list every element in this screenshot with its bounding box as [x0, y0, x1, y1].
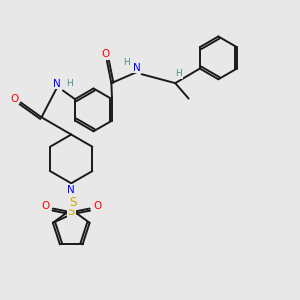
Text: O: O [93, 201, 101, 211]
Text: H: H [176, 69, 182, 78]
Text: S: S [69, 196, 76, 208]
Text: O: O [10, 94, 18, 104]
Text: O: O [41, 201, 50, 211]
Text: N: N [68, 185, 75, 195]
Text: O: O [101, 49, 110, 59]
Text: N: N [53, 79, 61, 89]
Text: H: H [123, 58, 130, 68]
Text: H: H [66, 79, 73, 88]
Text: N: N [133, 63, 140, 73]
Text: S: S [68, 205, 75, 218]
